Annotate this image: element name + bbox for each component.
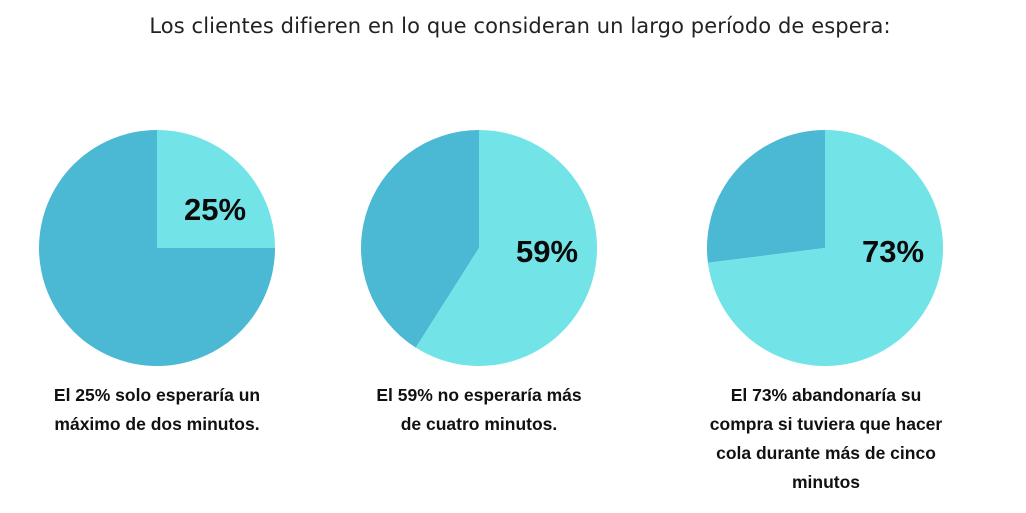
pie-3-percent-label: 73% bbox=[862, 234, 924, 269]
caption-line: minutos bbox=[791, 472, 861, 492]
caption-line: El 59% no esperaría más bbox=[376, 385, 582, 405]
pie-3-caption: El 73% abandonaría su compra si tuviera … bbox=[690, 381, 962, 497]
caption-line: de cuatro minutos. bbox=[400, 414, 558, 434]
pie-2-caption: El 59% no esperaría más de cuatro minuto… bbox=[350, 381, 608, 439]
pie-1-caption: El 25% solo esperaría un máximo de dos m… bbox=[22, 381, 292, 439]
pie-2-highlight-slice bbox=[415, 130, 597, 366]
pie-charts: 25% 59% 73% bbox=[39, 130, 943, 366]
caption-line: El 25% solo esperaría un bbox=[53, 385, 261, 405]
pie-2-percent-label: 59% bbox=[516, 234, 578, 269]
caption-line: compra si tuviera que hacer bbox=[709, 414, 943, 434]
pie-2-rest-slice bbox=[360, 130, 479, 348]
pie-1-highlight-slice bbox=[157, 130, 275, 248]
pie-3-highlight-slice bbox=[707, 130, 943, 366]
pie-chart-3: 73% bbox=[707, 130, 943, 366]
pie-3-rest-slice bbox=[707, 130, 825, 263]
chart-title: Los clientes difieren en lo que consider… bbox=[149, 14, 891, 38]
caption-line: máximo de dos minutos. bbox=[54, 414, 260, 434]
pie-chart-1: 25% bbox=[39, 130, 275, 366]
pie-1-percent-label: 25% bbox=[184, 192, 246, 227]
pie-chart-2: 59% bbox=[360, 130, 597, 366]
caption-line: El 73% abandonaría su bbox=[730, 385, 922, 405]
caption-line: cola durante más de cinco bbox=[716, 443, 936, 463]
